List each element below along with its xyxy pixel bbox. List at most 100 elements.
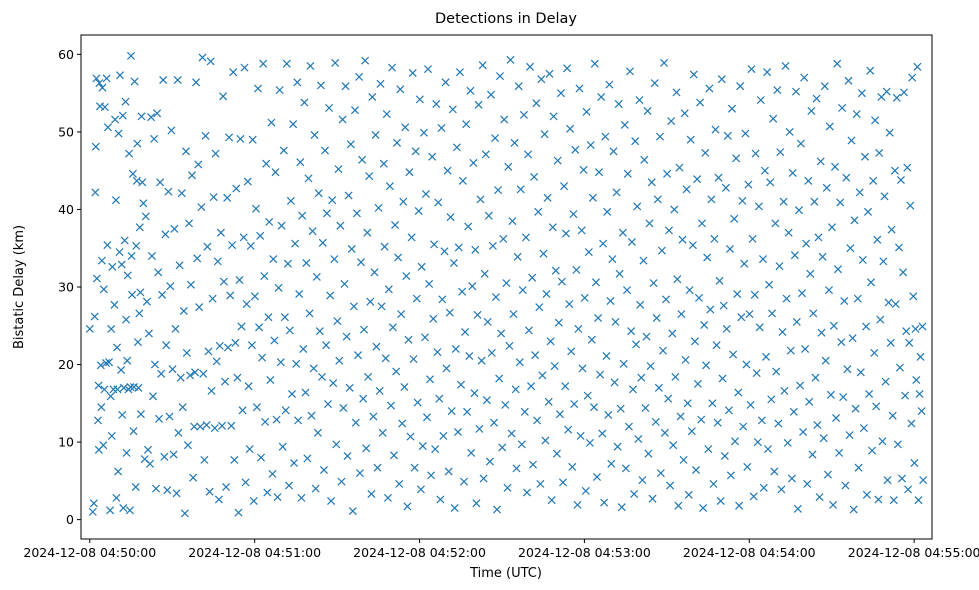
data-point — [186, 371, 195, 380]
data-point — [605, 80, 614, 89]
data-point — [423, 65, 433, 74]
data-point — [714, 173, 723, 182]
data-point — [723, 131, 732, 140]
data-point — [99, 285, 108, 294]
data-point — [850, 216, 859, 225]
data-point — [302, 258, 311, 268]
data-point — [303, 454, 312, 463]
data-point — [683, 399, 692, 408]
data-point — [135, 223, 144, 232]
data-point — [136, 410, 145, 419]
data-point — [544, 397, 553, 406]
data-point — [711, 125, 720, 134]
data-point — [480, 269, 489, 278]
data-point — [733, 289, 742, 299]
data-point — [178, 403, 187, 412]
data-point — [567, 347, 576, 356]
data-point — [484, 211, 493, 220]
data-point — [699, 503, 708, 513]
data-point — [681, 355, 690, 364]
data-point — [537, 75, 546, 84]
data-point — [641, 403, 650, 413]
data-point — [844, 76, 853, 85]
data-point — [338, 115, 347, 124]
data-point — [561, 382, 570, 391]
data-point — [587, 335, 596, 344]
data-point — [115, 71, 125, 80]
data-point — [135, 309, 144, 318]
data-point — [352, 209, 361, 218]
data-point — [111, 115, 120, 124]
data-point — [658, 346, 668, 355]
data-point — [160, 452, 169, 461]
data-point — [872, 402, 881, 411]
data-point — [822, 183, 831, 192]
data-point — [139, 199, 148, 208]
data-point — [151, 484, 161, 493]
data-point — [386, 401, 396, 410]
data-point — [707, 195, 716, 204]
data-point — [661, 295, 671, 304]
data-point — [745, 310, 754, 319]
data-point — [696, 98, 705, 107]
data-point — [93, 416, 103, 425]
data-point — [251, 204, 261, 213]
data-point — [219, 92, 228, 101]
data-point — [710, 234, 719, 243]
data-point — [280, 313, 289, 322]
data-point — [824, 286, 834, 295]
data-point — [705, 84, 714, 93]
data-point — [196, 422, 205, 431]
data-point — [648, 494, 657, 503]
data-point — [206, 57, 215, 66]
x-axis-label: Time (UTC) — [469, 566, 542, 581]
data-point — [686, 135, 695, 144]
data-point — [799, 427, 808, 437]
data-point — [694, 293, 704, 302]
data-point — [600, 498, 609, 507]
data-point — [268, 469, 277, 478]
data-point — [154, 414, 164, 423]
data-point — [330, 255, 339, 264]
data-point — [682, 185, 691, 194]
data-point — [128, 169, 137, 178]
data-point — [515, 358, 524, 367]
data-point — [805, 397, 814, 406]
data-point — [568, 462, 577, 471]
data-point — [112, 343, 122, 352]
data-point — [470, 389, 479, 398]
data-point — [628, 385, 638, 394]
data-point — [134, 383, 143, 392]
data-point — [245, 445, 254, 454]
data-point — [691, 465, 701, 475]
data-point — [236, 134, 245, 143]
data-point — [690, 337, 699, 346]
data-point — [504, 162, 513, 171]
data-point — [825, 122, 834, 131]
data-point — [495, 374, 504, 383]
data-point — [778, 327, 787, 337]
data-point — [590, 59, 599, 68]
data-point — [244, 382, 253, 391]
data-point — [379, 159, 388, 168]
data-point — [199, 369, 208, 378]
data-point — [366, 297, 375, 306]
data-point — [372, 342, 381, 351]
data-point — [469, 158, 478, 167]
data-point — [868, 446, 877, 455]
data-point — [811, 373, 820, 382]
data-point — [125, 506, 134, 515]
data-point — [309, 364, 318, 373]
data-point — [883, 476, 892, 485]
data-point — [488, 241, 497, 250]
data-point — [657, 246, 666, 255]
data-point — [837, 338, 846, 347]
data-point — [276, 358, 285, 367]
data-point — [349, 302, 358, 311]
data-point — [249, 496, 258, 506]
data-point — [760, 166, 769, 175]
data-point — [918, 322, 927, 331]
data-point — [869, 176, 878, 185]
data-point — [171, 324, 180, 333]
data-point — [863, 207, 873, 216]
